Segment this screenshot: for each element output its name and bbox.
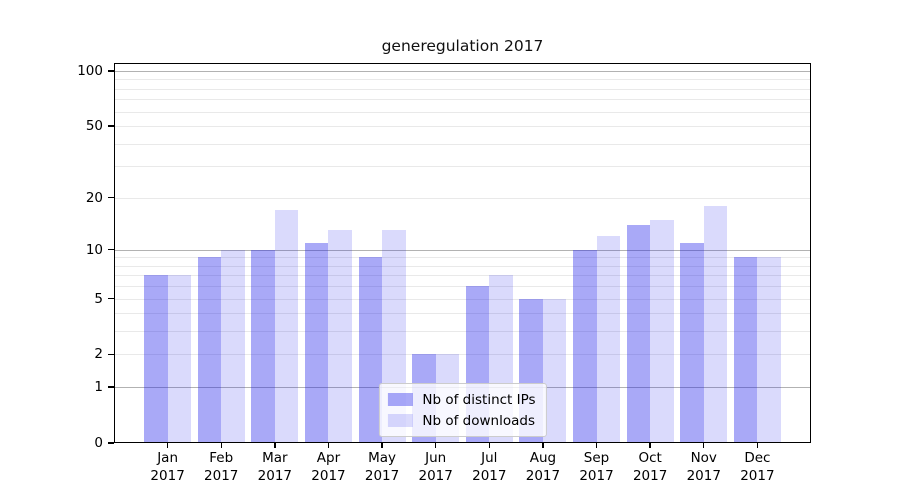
x-tick-label: Jul 2017 <box>472 450 507 484</box>
x-tick-mark <box>220 443 222 448</box>
x-tick-label: Jun 2017 <box>418 450 453 484</box>
bar-distinct-ips <box>626 224 651 443</box>
y-tick-mark <box>108 353 114 356</box>
legend-label: Nb of downloads <box>422 412 535 429</box>
y-tick-label: 2 <box>94 346 103 363</box>
minor-gridline <box>114 298 811 300</box>
legend-swatch-downloads <box>387 414 413 427</box>
bar-downloads <box>650 219 674 443</box>
y-tick-label: 50 <box>85 118 103 135</box>
y-tick-label: 20 <box>85 189 103 206</box>
x-tick-label: Dec 2017 <box>740 450 775 484</box>
bar-distinct-ips <box>304 242 329 443</box>
minor-gridline <box>114 286 811 288</box>
x-tick-mark <box>542 443 544 448</box>
bar-distinct-ips <box>573 249 597 443</box>
y-tick-label: 10 <box>85 241 103 258</box>
minor-gridline <box>114 111 811 113</box>
minor-gridline <box>114 275 811 277</box>
bar-downloads <box>274 210 299 443</box>
bar-distinct-ips <box>144 275 168 443</box>
y-tick-mark <box>108 297 114 300</box>
bar-downloads <box>703 205 728 443</box>
minor-gridline <box>114 79 811 81</box>
y-tick-mark <box>108 386 114 388</box>
x-tick-label: Nov 2017 <box>686 450 721 484</box>
bar-downloads <box>167 275 192 443</box>
minor-gridline <box>114 257 811 259</box>
x-tick-mark <box>595 443 598 448</box>
x-tick-mark <box>703 443 705 448</box>
y-tick-mark <box>108 125 114 127</box>
x-tick-mark <box>434 443 437 448</box>
x-tick-label: Oct 2017 <box>632 450 668 484</box>
minor-gridline <box>114 354 811 356</box>
minor-gridline <box>114 197 811 199</box>
y-tick-label: 5 <box>94 290 103 307</box>
x-tick-mark <box>649 443 651 448</box>
major-gridline <box>114 249 811 251</box>
y-tick-mark <box>108 196 114 199</box>
y-tick-mark <box>108 70 114 72</box>
minor-gridline <box>114 313 811 315</box>
x-tick-label: May 2017 <box>364 450 400 484</box>
plot-area: Nb of distinct IPs Nb of downloads <box>114 63 811 443</box>
y-tick-mark <box>108 442 114 444</box>
bar-distinct-ips <box>680 242 704 443</box>
major-gridline <box>114 70 811 73</box>
bar-downloads <box>542 298 567 443</box>
x-tick-label: Apr 2017 <box>311 450 346 484</box>
x-tick-label: Sep 2017 <box>579 450 614 484</box>
legend-label: Nb of distinct IPs <box>422 391 536 408</box>
legend: Nb of distinct IPs Nb of downloads <box>378 383 547 437</box>
legend-entry: Nb of distinct IPs <box>387 389 536 410</box>
x-tick-mark <box>166 443 169 448</box>
bar-downloads <box>328 230 352 443</box>
bar-distinct-ips <box>733 257 758 443</box>
y-tick-label: 100 <box>77 62 103 79</box>
y-tick-mark <box>108 249 114 251</box>
bar-downloads <box>757 257 781 443</box>
x-tick-mark <box>381 443 383 448</box>
y-tick-label: 1 <box>94 379 103 396</box>
minor-gridline <box>114 126 811 128</box>
minor-gridline <box>114 88 811 90</box>
x-tick-label: Jan 2017 <box>150 450 185 484</box>
minor-gridline <box>114 143 811 145</box>
x-tick-label: Aug 2017 <box>525 450 561 484</box>
bar-distinct-ips <box>197 257 222 443</box>
legend-swatch-distinct-ips <box>387 393 413 406</box>
chart-title: generegulation 2017 <box>381 37 544 55</box>
x-tick-label: Feb 2017 <box>204 450 239 484</box>
bar-distinct-ips <box>251 249 275 443</box>
bar-distinct-ips <box>358 257 383 443</box>
x-tick-mark <box>756 443 759 448</box>
x-tick-label: Mar 2017 <box>257 450 293 484</box>
x-tick-mark <box>327 443 330 448</box>
minor-gridline <box>114 265 811 267</box>
bar-downloads <box>221 249 245 443</box>
minor-gridline <box>114 99 811 101</box>
y-tick-label: 0 <box>94 435 103 451</box>
minor-gridline <box>114 166 811 168</box>
x-tick-mark <box>488 443 490 448</box>
bar-downloads <box>596 236 621 443</box>
legend-entry: Nb of downloads <box>387 410 535 431</box>
minor-gridline <box>114 331 811 333</box>
x-tick-mark <box>274 443 276 448</box>
